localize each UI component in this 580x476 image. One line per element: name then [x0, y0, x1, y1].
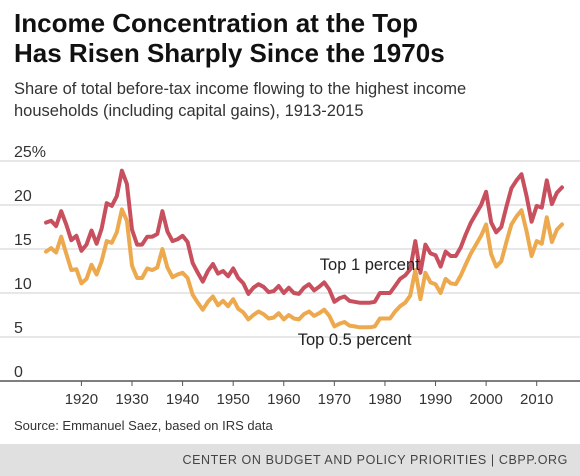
series-lines	[44, 168, 564, 330]
x-tick-label: 2010	[520, 391, 553, 408]
chart-subtitle: Share of total before-tax income flowing…	[14, 78, 570, 122]
chart-title-line-2: Has Risen Sharply Since the 1970s	[14, 38, 445, 68]
chart-subtitle-line-1: Share of total before-tax income flowing…	[14, 80, 467, 98]
y-tick-label: 25%	[14, 144, 46, 161]
chart-subtitle-line-2: households (including capital gains), 19…	[14, 102, 364, 120]
y-tick-label: 15	[14, 232, 32, 249]
y-tick-label: 10	[14, 276, 32, 293]
chart-title: Income Concentration at the Top Has Rise…	[14, 8, 570, 68]
x-tick-label: 1940	[166, 391, 199, 408]
gridlines	[0, 160, 580, 382]
x-tick-label: 1990	[419, 391, 452, 408]
footer-bar: CENTER ON BUDGET AND POLICY PRIORITIES |…	[0, 444, 580, 476]
x-tick-label: 1920	[65, 391, 98, 408]
x-tick-label: 2000	[469, 391, 502, 408]
series-line-top-1-percent	[44, 168, 564, 305]
series-line-top-0-5-percent	[44, 207, 564, 330]
source-note: Source: Emmanuel Saez, based on IRS data	[14, 418, 273, 433]
line-chart: 0 5 10 15 20 25% 1920 1930 1940 1950 1960 1970 1980…	[0, 144, 580, 408]
x-tick-label: 1960	[267, 391, 300, 408]
series-annotation-label: Top 0.5 percent	[298, 331, 412, 349]
series-annotation-label: Top 1 percent	[320, 256, 420, 274]
x-axis-tick-labels: 1920 1930 1940 1950 1960 1970 1980 1990 2000 2010	[65, 381, 553, 408]
y-tick-label: 20	[14, 188, 32, 205]
series-annotations: Top 1 percent Top 0.5 percent	[298, 256, 420, 349]
y-tick-label: 0	[14, 364, 23, 381]
y-axis-tick-labels: 0 5 10 15 20 25%	[14, 144, 46, 381]
y-tick-label: 5	[14, 320, 23, 337]
chart-title-line-1: Income Concentration at the Top	[14, 8, 418, 38]
x-tick-label: 1930	[115, 391, 148, 408]
footer-credit: CENTER ON BUDGET AND POLICY PRIORITIES |…	[182, 453, 568, 467]
x-tick-label: 1980	[368, 391, 401, 408]
x-tick-label: 1950	[216, 391, 249, 408]
x-tick-label: 1970	[318, 391, 351, 408]
